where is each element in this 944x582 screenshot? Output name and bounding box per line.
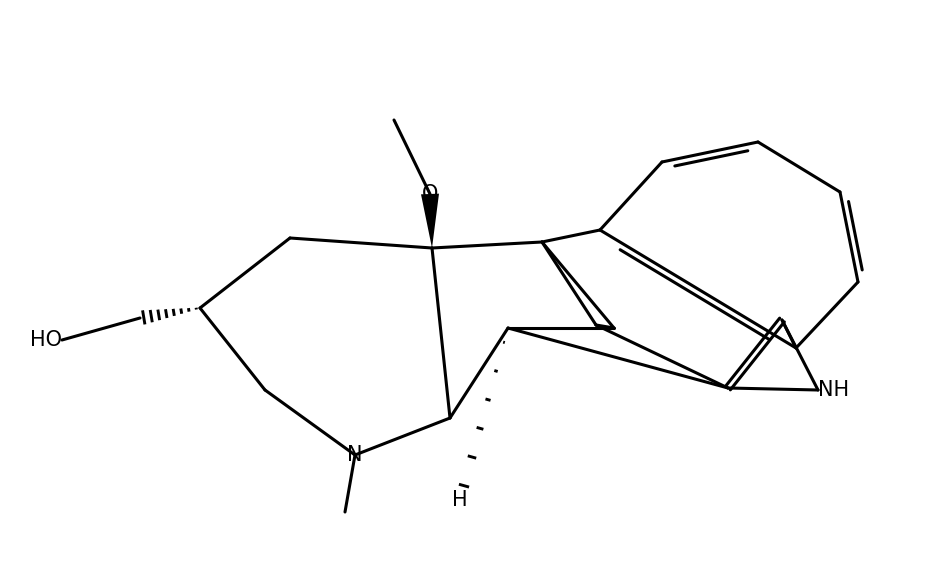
Polygon shape xyxy=(421,194,439,248)
Text: H: H xyxy=(452,490,468,510)
Text: NH: NH xyxy=(818,380,849,400)
Text: HO: HO xyxy=(30,330,62,350)
Text: O: O xyxy=(422,184,438,204)
Text: N: N xyxy=(347,445,362,465)
